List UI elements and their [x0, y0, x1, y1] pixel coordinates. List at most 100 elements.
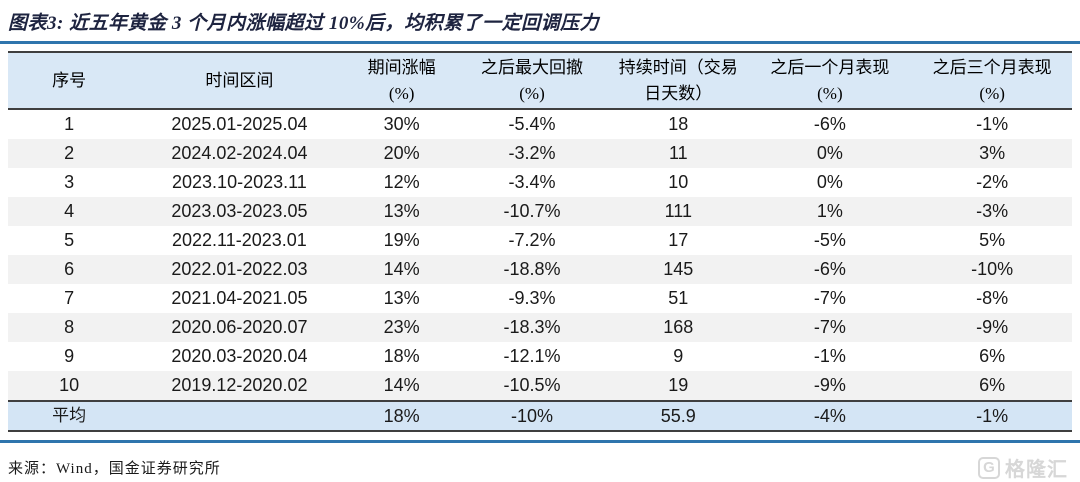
table-row: 5 2022.11-2023.01 19% -7.2% 17 -5% 5%	[8, 226, 1072, 255]
table-cell: 10	[59, 375, 80, 395]
table-cell: -1%	[813, 346, 846, 366]
table-cell: -10%	[971, 259, 1014, 279]
table-cell: 14%	[383, 259, 420, 279]
table-cell: 2022.11-2023.01	[172, 230, 307, 250]
table-cell: 51	[668, 288, 689, 308]
gold-pullback-table: 序号 时间区间 期间涨幅 (%) 之后最大回撤 (%) 持续时间（交易 日天数） 之后一个月表现…	[8, 51, 1072, 432]
column-header: 期间涨幅 (%)	[367, 58, 436, 103]
table-cell: -18.3%	[503, 317, 561, 337]
table-cell: 111	[664, 201, 692, 221]
column-header: 序号	[52, 70, 87, 90]
table-cell: 0%	[816, 143, 843, 163]
column-header: 之后一个月表现 (%)	[770, 58, 890, 103]
table-cell: 23%	[383, 317, 420, 337]
table-row: 1 2025.01-2025.04 30% -5.4% 18 -6% -1%	[8, 109, 1072, 139]
table-row: 3 2023.10-2023.11 12% -3.4% 10 0% -2%	[8, 168, 1072, 197]
footer: 来源：Wind，国金证券研究所 G 格隆汇	[0, 443, 1080, 482]
table-cell: 2024.02-2024.04	[171, 143, 308, 163]
table-cell: -6%	[813, 259, 846, 279]
table-cell: 18%	[383, 346, 420, 366]
table-cell: 20%	[383, 143, 420, 163]
table-cell: 14%	[383, 375, 420, 395]
table-cell: 6%	[979, 375, 1006, 395]
table-row: 8 2020.06-2020.07 23% -18.3% 168 -7% -9%	[8, 313, 1072, 342]
table-cell: 4	[64, 201, 75, 221]
table-cell: -6%	[813, 114, 846, 134]
table-cell: -12.1%	[503, 346, 561, 366]
table-cell: 6%	[979, 346, 1006, 366]
table-cell: -4%	[813, 406, 846, 426]
table-cell: 13%	[383, 288, 420, 308]
table-cell: 18%	[383, 406, 420, 426]
table-cell: -9.3%	[508, 288, 556, 308]
table-cell: 5%	[979, 230, 1006, 250]
table-cell: 17	[668, 230, 689, 250]
table-cell: 18	[668, 114, 689, 134]
source-note: 来源：Wind，国金证券研究所	[8, 461, 221, 477]
column-header: 时间区间	[205, 70, 274, 90]
table-cell: -7%	[813, 317, 846, 337]
table-cell: 19	[668, 375, 689, 395]
table-cell: 55.9	[660, 406, 696, 426]
table-cell: 10	[668, 172, 689, 192]
table-cell: -10%	[510, 406, 553, 426]
table-cell: 0%	[816, 172, 843, 192]
table-cell: 9	[64, 346, 75, 366]
gelonghui-logo-text: 格隆汇	[1005, 459, 1068, 481]
average-row: 平均 18% -10% 55.9 -4% -1%	[8, 401, 1072, 431]
header-row: 序号 时间区间 期间涨幅 (%) 之后最大回撤 (%) 持续时间（交易 日天数） 之后一个月表现…	[8, 52, 1072, 109]
table-cell: -3.2%	[508, 143, 556, 163]
table-cell: 2022.01-2022.03	[171, 259, 308, 279]
column-header: 持续时间（交易 日天数）	[618, 58, 738, 103]
table-cell: 2023.10-2023.11	[172, 172, 307, 192]
table-cell	[130, 401, 348, 431]
table-cell: 平均	[52, 406, 87, 425]
table-cell: 7	[64, 288, 75, 308]
table-cell: 1%	[816, 201, 843, 221]
table-row: 10 2019.12-2020.02 14% -10.5% 19 -9% 6%	[8, 371, 1072, 401]
table-cell: -5%	[813, 230, 846, 250]
table-row: 6 2022.01-2022.03 14% -18.8% 145 -6% -10%	[8, 255, 1072, 284]
table-cell: 2023.03-2023.05	[171, 201, 308, 221]
table-row: 9 2020.03-2020.04 18% -12.1% 9 -1% 6%	[8, 342, 1072, 371]
table-cell: 6	[64, 259, 75, 279]
table-header: 序号 时间区间 期间涨幅 (%) 之后最大回撤 (%) 持续时间（交易 日天数） 之后一个月表现…	[8, 52, 1072, 109]
table-cell: 2020.06-2020.07	[171, 317, 308, 337]
table-cell: -3%	[976, 201, 1009, 221]
table-row: 4 2023.03-2023.05 13% -10.7% 111 1% -3%	[8, 197, 1072, 226]
title-divider	[0, 41, 1080, 44]
table-cell: -1%	[976, 114, 1009, 134]
table-cell: 2025.01-2025.04	[171, 114, 308, 134]
column-header: 之后三个月表现 (%)	[932, 58, 1052, 103]
column-header: 之后最大回撤 (%)	[480, 58, 583, 103]
table-cell: 168	[663, 317, 694, 337]
table-cell: -5.4%	[508, 114, 556, 134]
table-cell: 3	[64, 172, 75, 192]
table-cell: -9%	[813, 375, 846, 395]
table-cell: -9%	[976, 317, 1009, 337]
table-cell: 145	[663, 259, 694, 279]
table-cell: 9	[673, 346, 684, 366]
table-cell: 12%	[383, 172, 420, 192]
table-cell: 8	[64, 317, 75, 337]
table-cell: -3.4%	[508, 172, 556, 192]
table-cell: 2020.03-2020.04	[171, 346, 308, 366]
table-cell: -8%	[976, 288, 1009, 308]
table-cell: 3%	[979, 143, 1006, 163]
table-cell: 13%	[383, 201, 420, 221]
table-bottom-divider	[0, 440, 1080, 443]
table-cell: 1	[64, 114, 75, 134]
table-cell: -2%	[976, 172, 1009, 192]
table-cell: -10.5%	[503, 375, 561, 395]
page-title: 图表3: 近五年黄金 3 个月内涨幅超过 10%后，均积累了一定回调压力	[8, 13, 600, 34]
table-cell: -7.2%	[508, 230, 556, 250]
gelonghui-logo-icon: G	[978, 456, 1000, 479]
table-cell: 11	[668, 143, 688, 163]
table-cell: -1%	[976, 406, 1009, 426]
table-cell: 2	[64, 143, 75, 163]
table-row: 2 2024.02-2024.04 20% -3.2% 11 0% 3%	[8, 139, 1072, 168]
table-cell: -7%	[813, 288, 846, 308]
table-body: 1 2025.01-2025.04 3 0% -5.4% 18 -6% -1% 2 2024.02…	[8, 109, 1072, 431]
table-cell: 19%	[383, 230, 420, 250]
table-cell: -18.8%	[503, 259, 561, 279]
